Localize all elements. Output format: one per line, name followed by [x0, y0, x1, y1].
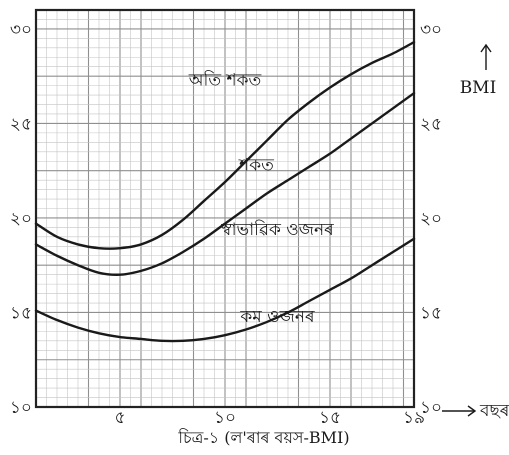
chart-text: BMI বছৰ চিত্ৰ-১ (ল'ৰাৰ বয়স-BMI) ১০ ১০ ১৫ ১… — [10, 20, 509, 447]
y-tick-label-right: ৩০ — [420, 20, 442, 40]
region-label: শকত — [238, 156, 274, 176]
y-tick-label-left: ৩০ — [10, 20, 32, 40]
x-axis-label: বছৰ — [479, 401, 509, 421]
x-tick-label: ১৫ — [319, 408, 341, 428]
y-tick-label-left: ২৫ — [10, 114, 32, 134]
region-label: অতি শকত — [188, 70, 262, 91]
y-tick-label-right: ১৫ — [420, 303, 442, 323]
bmi-curves — [34, 40, 416, 343]
figure-caption: চিত্ৰ-১ (ল'ৰাৰ বয়স-BMI) — [177, 428, 349, 447]
right-arrow-icon — [442, 405, 477, 417]
bmi-curve-3 — [34, 40, 416, 250]
bmi-curve-2 — [34, 91, 416, 276]
plot-frame — [34, 8, 416, 409]
up-arrow-icon — [480, 43, 492, 70]
region-label: স্বাভাৱিক ওজনৰ — [220, 219, 334, 240]
region-label: কম ওজনৰ — [239, 307, 315, 327]
y-tick-label-right: ১০ — [420, 398, 442, 418]
x-tick-label: ১৯ — [403, 408, 425, 428]
x-tick-label: ৫ — [114, 408, 125, 428]
y-axis-label: BMI — [460, 78, 497, 98]
bmi-curve-1 — [34, 237, 416, 343]
y-tick-label-right: ২০ — [420, 209, 442, 229]
x-tick-label: ১০ — [214, 408, 236, 428]
y-tick-label-right: ২৫ — [420, 114, 442, 134]
y-tick-label-left: ২০ — [10, 209, 32, 229]
y-tick-label-left: ১৫ — [10, 303, 32, 323]
y-tick-label-left: ১০ — [10, 398, 32, 418]
